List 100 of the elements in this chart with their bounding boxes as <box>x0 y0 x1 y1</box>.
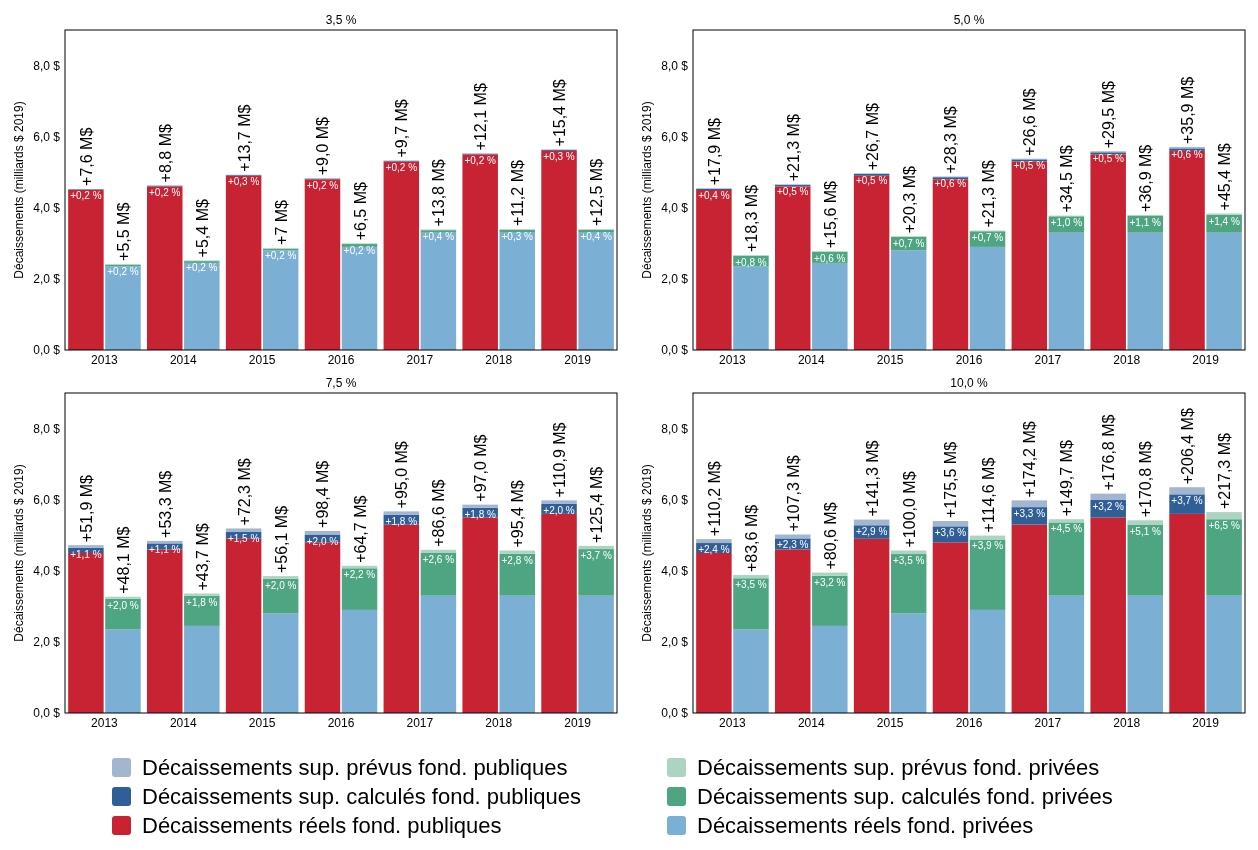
annotation: +0,6 % <box>1171 149 1203 161</box>
x-tick-label: 2018 <box>485 716 513 730</box>
y-tick-label: 6,0 $ <box>33 129 61 144</box>
x-tick-label: 2013 <box>719 353 747 367</box>
annotation: +11,2 M$ <box>509 160 527 227</box>
annotation: +34,5 M$ <box>1058 145 1076 213</box>
legend-label: Décaissements sup. prévus fond. privées <box>697 755 1100 780</box>
legend-label: Décaissements réels fond. publiques <box>142 813 502 838</box>
y-tick-label: 0,0 $ <box>661 343 689 357</box>
annotation: +206,4 M$ <box>1179 408 1197 485</box>
x-tick-label: 2014 <box>797 353 825 367</box>
annotation: +0,6 % <box>934 178 967 190</box>
annotation: +149,7 M$ <box>1058 440 1076 517</box>
annotation: +15,4 M$ <box>551 79 569 147</box>
annotation: +26,6 M$ <box>1021 88 1039 156</box>
annotation: +20,3 M$ <box>900 165 918 234</box>
annotation: +2,0 % <box>264 579 297 591</box>
x-tick-label: 2014 <box>169 353 197 367</box>
annotation: +5,5 M$ <box>114 202 132 261</box>
y-tick-label: 2,0 $ <box>33 271 61 286</box>
annotation: +1,8 % <box>464 508 496 520</box>
annotation: +217,3 M$ <box>1216 432 1234 510</box>
y-axis-title: Décaissements (milliards $ 2019) <box>640 101 654 279</box>
y-tick-label: 2,0 $ <box>661 271 689 286</box>
annotation: +0,2 % <box>306 179 339 191</box>
annotation: +3,9 % <box>971 540 1004 552</box>
x-tick-label: 2016 <box>955 716 983 730</box>
annotation: +0,3 % <box>227 176 260 188</box>
y-tick-label: 4,0 $ <box>661 200 689 215</box>
annotation: +53,3 M$ <box>156 470 174 538</box>
annotation: +2,0 % <box>543 504 575 516</box>
x-tick-label: 2014 <box>169 716 197 730</box>
annotation: +0,2 % <box>107 265 139 277</box>
annotation: +95,4 M$ <box>509 480 527 548</box>
annotation: +56,1 M$ <box>272 505 290 574</box>
annotation: +35,9 M$ <box>1179 76 1197 144</box>
annotation: +28,3 M$ <box>942 106 960 174</box>
annotation: +7 M$ <box>272 199 290 245</box>
annotation: +0,5 % <box>1013 160 1046 172</box>
annotation: +0,2 % <box>149 186 181 198</box>
annotation: +2,4 % <box>698 544 730 556</box>
annotation: +4,5 % <box>1050 523 1083 535</box>
annotation: +0,8 % <box>735 256 767 268</box>
annotation: +0,2 % <box>464 154 496 166</box>
annotation: +12,5 M$ <box>588 158 606 227</box>
y-axis-title: Décaissements (milliards $ 2019) <box>640 464 654 642</box>
annotation: +43,7 M$ <box>193 523 211 591</box>
annotation: +176,8 M$ <box>1100 414 1118 491</box>
annotation: +3,7 % <box>1171 495 1203 507</box>
annotation: +8,8 M$ <box>156 124 174 183</box>
annotation: +100,0 M$ <box>900 471 918 548</box>
annotation: +95,0 M$ <box>393 441 411 509</box>
annotation: +0,2 % <box>385 161 418 173</box>
annotation: +3,2 % <box>814 576 846 588</box>
x-tick-label: 2013 <box>91 353 119 367</box>
y-tick-label: 4,0 $ <box>661 563 689 578</box>
x-tick-label: 2015 <box>876 353 904 367</box>
annotation: +1,5 % <box>227 533 260 545</box>
annotation: +2,3 % <box>777 539 809 551</box>
annotation: +45,4 M$ <box>1216 143 1234 211</box>
x-tick-label: 2018 <box>1113 353 1141 367</box>
annotation: +26,7 M$ <box>863 103 881 171</box>
x-tick-label: 2016 <box>327 353 355 367</box>
legend-label: Décaissements sup. prévus fond. publiques <box>142 755 568 780</box>
y-tick-label: 6,0 $ <box>33 492 61 507</box>
annotation: +3,5 % <box>735 579 767 591</box>
x-tick-label: 2015 <box>876 716 904 730</box>
y-tick-label: 8,0 $ <box>661 58 689 73</box>
y-tick-label: 6,0 $ <box>661 129 689 144</box>
x-tick-label: 2019 <box>564 353 592 367</box>
annotation: +2,2 % <box>343 569 376 581</box>
x-tick-label: 2013 <box>719 716 747 730</box>
annotation: +2,9 % <box>855 526 888 538</box>
annotation: +110,9 M$ <box>551 422 569 498</box>
annotation: +9,7 M$ <box>393 99 411 158</box>
y-tick-label: 0,0 $ <box>661 706 689 720</box>
x-tick-label: 2019 <box>564 716 592 730</box>
annotation: +1,8 % <box>385 515 418 527</box>
annotation: +0,3 % <box>543 150 575 162</box>
x-tick-label: 2016 <box>955 353 983 367</box>
annotation: +9,0 M$ <box>314 116 332 176</box>
annotation: +1,8 % <box>186 596 218 608</box>
x-tick-label: 2017 <box>1034 716 1062 730</box>
annotation: +141,3 M$ <box>863 440 881 517</box>
chart-title: 3,5 % <box>325 13 357 27</box>
annotation: +3,2 % <box>1092 501 1124 513</box>
chart-title: 7,5 % <box>325 376 357 390</box>
annotation: +174,2 M$ <box>1021 421 1039 498</box>
annotation: +29,5 M$ <box>1100 80 1118 149</box>
annotation: +36,9 M$ <box>1137 144 1155 212</box>
y-tick-label: 8,0 $ <box>33 421 61 436</box>
annotation: +0,7 % <box>971 232 1004 244</box>
x-tick-label: 2014 <box>797 716 825 730</box>
x-tick-label: 2019 <box>1192 353 1220 367</box>
annotation: +51,9 M$ <box>77 474 95 543</box>
annotation: +0,4 % <box>698 189 730 201</box>
x-tick-label: 2019 <box>1192 716 1220 730</box>
annotation: +0,4 % <box>580 230 612 242</box>
annotation: +21,3 M$ <box>784 114 802 182</box>
y-axis-title: Décaissements (milliards $ 2019) <box>12 101 26 279</box>
